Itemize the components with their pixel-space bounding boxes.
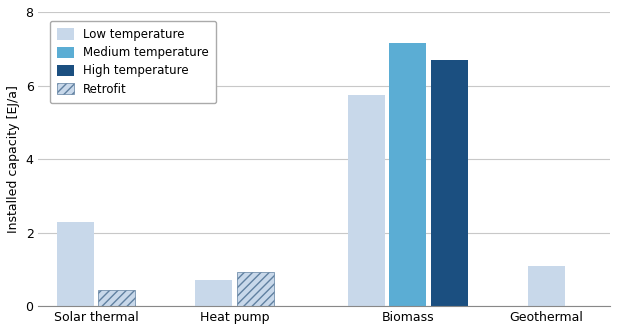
Bar (528, 266, 565, 306)
Bar (57, 221, 94, 306)
Bar (431, 60, 468, 306)
Bar (237, 272, 274, 306)
Bar (389, 43, 426, 306)
Bar (196, 280, 233, 306)
Bar (99, 290, 135, 306)
Legend: Low temperature, Medium temperature, High temperature, Retrofit: Low temperature, Medium temperature, Hig… (50, 21, 216, 103)
Y-axis label: Installed capacity [EJ/a]: Installed capacity [EJ/a] (7, 85, 20, 233)
Bar (348, 95, 385, 306)
